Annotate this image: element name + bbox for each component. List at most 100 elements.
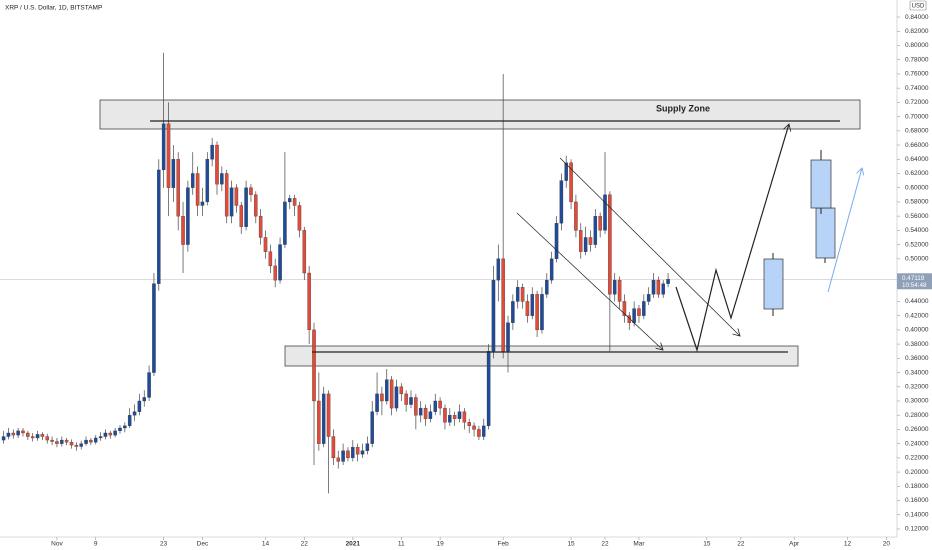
candle-body (506, 322, 510, 352)
y-tick-label: 0.80000 (905, 42, 929, 49)
candle-body (525, 301, 530, 316)
candle-body (205, 159, 210, 203)
candle-body (220, 173, 224, 185)
candle-body (540, 294, 544, 331)
y-tick-label: 0.72000 (905, 99, 929, 106)
candle-body (224, 173, 229, 217)
candle-body (283, 201, 287, 245)
candle-body (273, 265, 277, 281)
y-tick-label: 0.54000 (905, 227, 929, 234)
x-tick-label: Apr (789, 541, 800, 548)
candle-body (93, 437, 98, 443)
candle-body (486, 351, 491, 427)
x-tick-label: 22 (301, 541, 309, 548)
candle-body (666, 279, 670, 284)
candle-body (186, 187, 190, 245)
x-tick-label: Dec (197, 541, 209, 548)
y-tick-label: 0.78000 (905, 56, 929, 63)
candle-body (50, 439, 54, 442)
candle-body (574, 201, 578, 231)
channel-bottom (516, 212, 663, 350)
candle-body (108, 432, 113, 436)
candle-body (11, 432, 16, 436)
candle-body (147, 372, 151, 398)
candle-body (263, 237, 268, 252)
candle-body (166, 123, 171, 188)
candle-body (190, 173, 195, 188)
candle-body (35, 434, 40, 439)
candle-body (530, 294, 535, 316)
candle-body (331, 436, 336, 459)
y-tick-label: 0.58000 (905, 199, 929, 206)
candle-body (74, 444, 79, 447)
candle-body (6, 432, 11, 437)
candle-body (360, 450, 365, 455)
candle-body (84, 439, 88, 444)
candle-body (394, 386, 399, 409)
candle-body (355, 447, 360, 455)
candle-body (612, 279, 617, 295)
y-tick-label: 0.24000 (905, 440, 929, 447)
projection-arrow (827, 168, 862, 293)
x-tick-label: 22 (601, 541, 609, 548)
x-tick-label: 11 (398, 541, 405, 548)
candle-body (569, 162, 573, 203)
candle-body (268, 251, 273, 267)
candle-body (491, 279, 496, 352)
candle-body (501, 258, 505, 352)
candle-body (399, 386, 404, 395)
candle-body (409, 397, 413, 405)
candle-body (176, 159, 180, 217)
candle-body (1, 436, 6, 441)
candle-body (651, 279, 656, 295)
candle-body (200, 201, 205, 206)
candle-body (326, 393, 331, 437)
candle-body (603, 194, 607, 231)
candle-body (317, 400, 321, 444)
candle-body (254, 194, 258, 217)
x-tick-label: Feb (498, 541, 510, 548)
candle-body (161, 123, 166, 171)
countdown-label: 10:54:48 (902, 282, 927, 289)
chart-title: XRP / U.S. Dollar, 1D, BITSTAMP (5, 5, 102, 12)
candle-body (171, 159, 176, 188)
candle-body (258, 215, 263, 238)
candle-body (307, 272, 311, 331)
candle-body (656, 279, 661, 295)
candle-body (462, 411, 467, 423)
x-tick-label: 9 (94, 541, 98, 548)
projection-path (675, 124, 789, 353)
candle-body (132, 411, 137, 416)
y-tick-label: 0.50000 (905, 256, 929, 263)
candle-body (559, 180, 564, 224)
projection-candle (810, 159, 832, 209)
candle-body (414, 397, 418, 416)
currency-box (909, 0, 927, 11)
y-tick-label: 0.52000 (905, 241, 929, 248)
candle-body (30, 436, 35, 439)
candle-body (477, 429, 481, 437)
candle-body (598, 215, 602, 231)
y-tick-label: 0.44000 (905, 298, 929, 305)
candle-body (443, 407, 447, 423)
candle-body (26, 432, 30, 437)
candle-body (564, 162, 568, 181)
axes: 0.12000 0.14000 0.16000 0.18000 0.20000 0.220… (51, 14, 929, 548)
y-tick-label: 0.40000 (905, 327, 929, 334)
annotation: Supply Zone (656, 103, 710, 113)
candle-body (554, 223, 559, 259)
candle-body (622, 301, 627, 316)
candle-body (511, 301, 515, 323)
y-tick-label: 0.82000 (905, 28, 929, 35)
candle-body (433, 400, 438, 412)
candle-body (389, 379, 394, 409)
projection-candle (763, 258, 784, 310)
candle-body (404, 393, 408, 405)
candle-body (351, 447, 355, 459)
y-tick-label: 0.12000 (905, 526, 929, 533)
candle-body (45, 436, 49, 441)
candle-body (608, 194, 612, 295)
candle-body (341, 450, 345, 462)
